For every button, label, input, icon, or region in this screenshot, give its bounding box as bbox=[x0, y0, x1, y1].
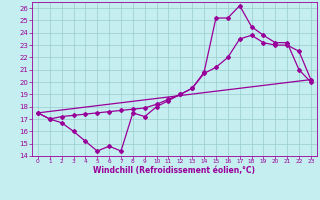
X-axis label: Windchill (Refroidissement éolien,°C): Windchill (Refroidissement éolien,°C) bbox=[93, 166, 255, 175]
